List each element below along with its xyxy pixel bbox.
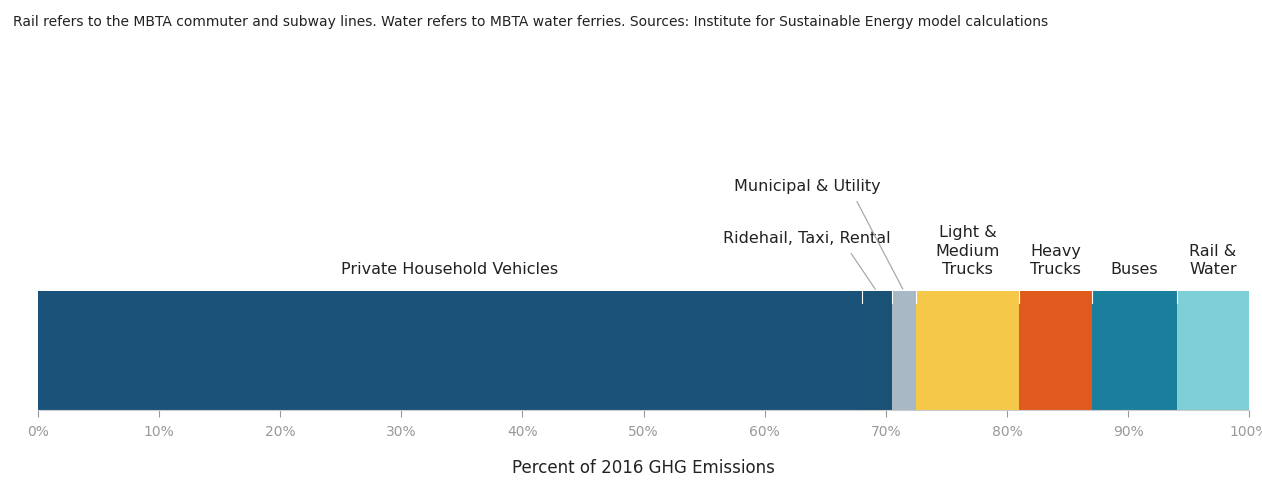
Bar — [1092, 292, 1176, 410]
Text: Heavy
Trucks: Heavy Trucks — [1030, 244, 1082, 278]
Bar — [1176, 292, 1249, 410]
Bar — [1020, 292, 1092, 410]
Bar — [916, 292, 1020, 410]
X-axis label: Percent of 2016 GHG Emissions: Percent of 2016 GHG Emissions — [512, 458, 775, 476]
Text: Rail &
Water: Rail & Water — [1189, 244, 1237, 278]
Text: Municipal & Utility: Municipal & Utility — [734, 180, 881, 194]
Bar — [892, 292, 916, 410]
Text: Private Household Vehicles: Private Household Vehicles — [341, 262, 558, 278]
Text: Light &
Medium
Trucks: Light & Medium Trucks — [935, 225, 1000, 278]
Text: Ridehail, Taxi, Rental: Ridehail, Taxi, Rental — [723, 232, 891, 246]
Text: Rail refers to the MBTA commuter and subway lines. Water refers to MBTA water fe: Rail refers to the MBTA commuter and sub… — [13, 15, 1047, 29]
Text: Buses: Buses — [1111, 262, 1159, 278]
Bar — [38, 292, 862, 410]
Bar — [862, 292, 892, 410]
